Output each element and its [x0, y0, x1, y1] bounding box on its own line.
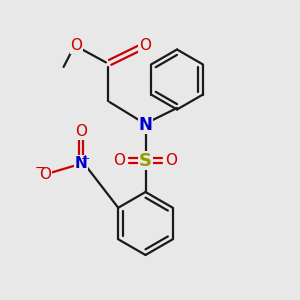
Text: O: O [166, 153, 178, 168]
Text: O: O [70, 38, 83, 53]
Text: +: + [80, 154, 90, 164]
Text: −: − [34, 162, 45, 175]
Text: O: O [75, 124, 87, 140]
Text: S: S [139, 152, 152, 169]
Text: N: N [75, 156, 87, 171]
Text: N: N [139, 116, 152, 134]
Text: O: O [139, 38, 151, 53]
Text: O: O [39, 167, 51, 182]
Text: O: O [113, 153, 125, 168]
